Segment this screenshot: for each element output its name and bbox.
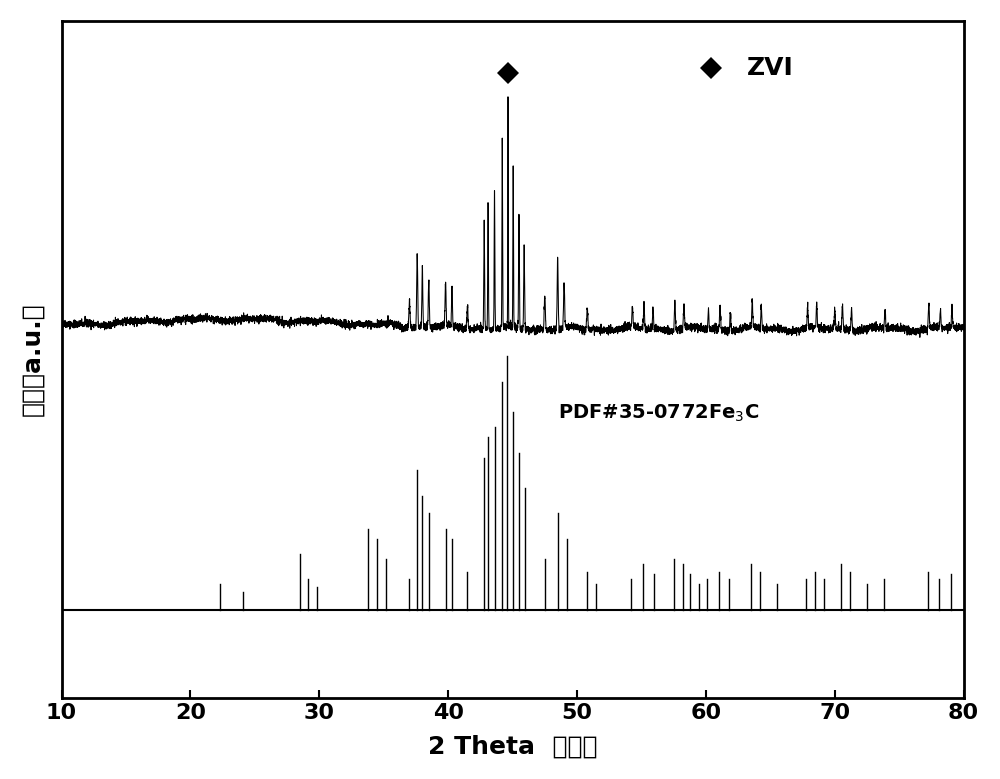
Y-axis label: 强度（a.u.）: 强度（a.u.） — [21, 303, 45, 416]
X-axis label: 2 Theta  （度）: 2 Theta （度） — [428, 734, 597, 758]
Text: ZVI: ZVI — [747, 56, 794, 80]
Text: PDF#35-0772Fe$_3$C: PDF#35-0772Fe$_3$C — [558, 403, 759, 425]
